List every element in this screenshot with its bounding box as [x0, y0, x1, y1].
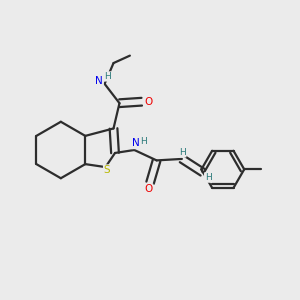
Text: N: N: [95, 76, 103, 86]
Text: H: H: [205, 173, 212, 182]
Text: H: H: [179, 148, 186, 157]
Text: O: O: [144, 97, 152, 107]
Text: H: H: [104, 72, 111, 81]
Text: O: O: [145, 184, 153, 194]
Text: S: S: [104, 165, 110, 175]
Text: H: H: [140, 136, 147, 146]
Text: N: N: [132, 139, 140, 148]
